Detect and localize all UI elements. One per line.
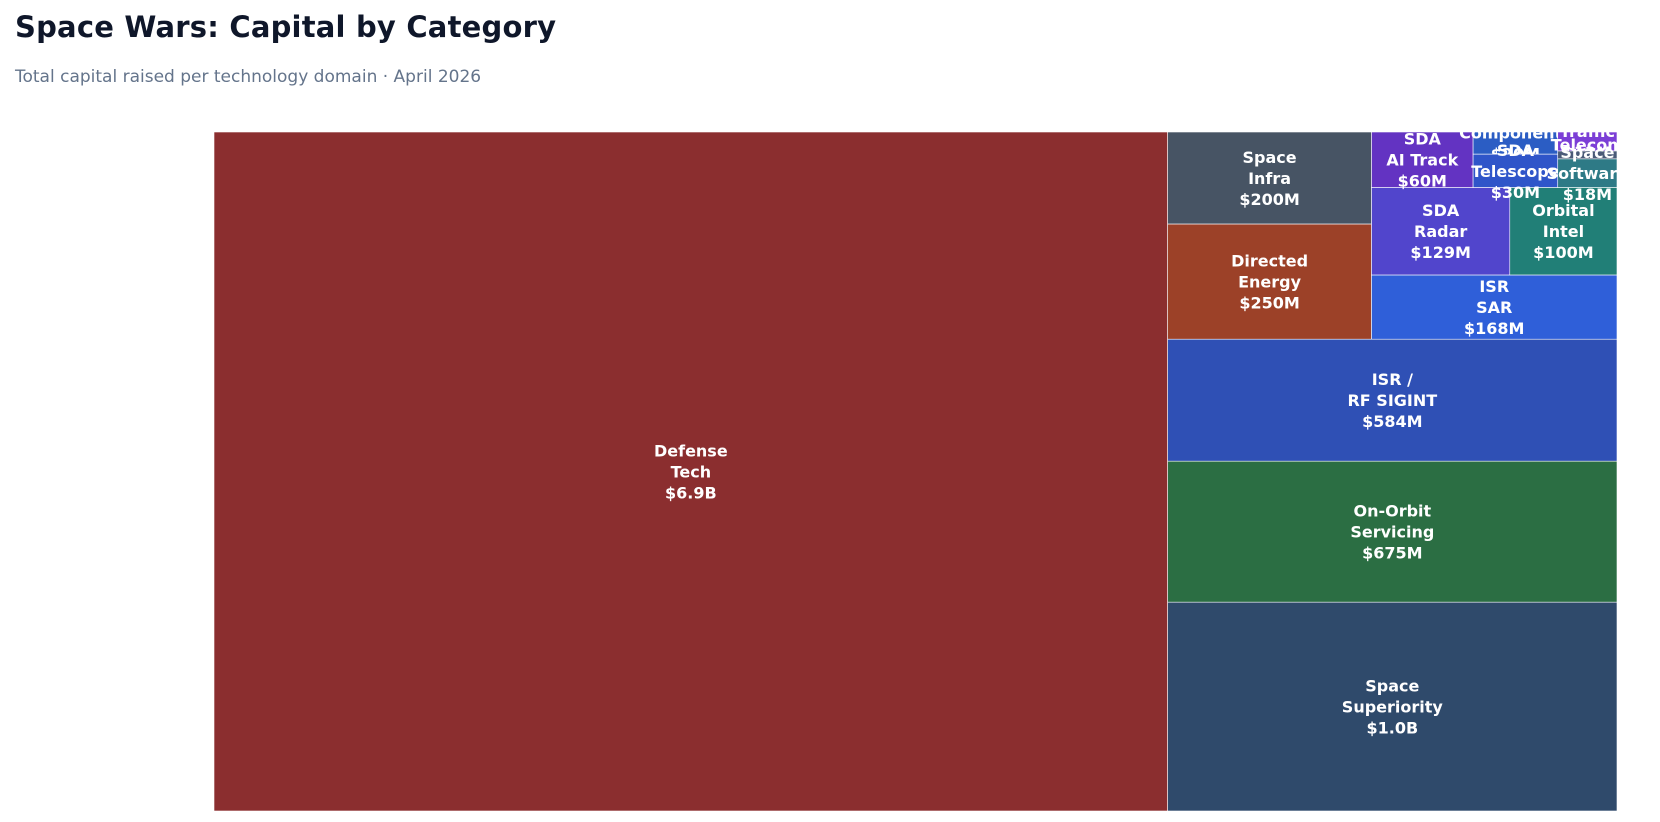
tile-label-on-orbit-servicing: On-Orbit Servicing $675M	[1350, 502, 1434, 563]
tile-label-line: Infra	[1248, 169, 1291, 188]
tile-label-line: $30M	[1491, 183, 1540, 202]
tile-label-line: Space	[1243, 148, 1297, 167]
tile-label-orbital-intel: Orbital Intel $100M	[1532, 201, 1594, 262]
tile-label-line: $60M	[1398, 172, 1447, 191]
tile-on-orbit-servicing: On-Orbit Servicing $675M	[1167, 460, 1618, 603]
tile-label-line: Telecom	[1551, 135, 1624, 154]
tile-space-infra: Space Infra $200M	[1167, 131, 1372, 225]
tile-isr-sar: ISR SAR $168M	[1371, 274, 1618, 340]
tile-label-line: Orbital	[1532, 201, 1594, 220]
tile-label-line: Traffic	[1560, 122, 1615, 141]
tile-label-line: $675M	[1362, 544, 1422, 563]
tile-label-line: Space	[1365, 677, 1419, 696]
tile-label-line: ISR	[1479, 277, 1509, 296]
tile-rect-sda-telescope	[1472, 153, 1559, 188]
tile-label-space-superiority: Space Superiority $1.0B	[1342, 677, 1444, 738]
tile-directed-energy: Directed Energy $250M	[1167, 223, 1372, 340]
tile-sda-telescope: SDA Telescope $30M	[1471, 141, 1559, 202]
chart-title: Space Wars: Capital by Category	[15, 10, 557, 44]
tile-label-line: SDA	[1497, 141, 1535, 160]
tile-label-line: $100M	[1533, 243, 1593, 262]
tile-label-line: SAR	[1476, 298, 1512, 317]
tile-label-line: $18M	[1563, 185, 1612, 204]
tile-label-line: Space	[1560, 143, 1614, 162]
tile-label-line: Servicing	[1350, 523, 1434, 542]
tile-rect-isr-rf-sigint	[1167, 338, 1618, 462]
tile-rect-space-infra	[1167, 131, 1372, 225]
tile-label-line: SDA	[1422, 201, 1460, 220]
tile-label-line: $584M	[1362, 412, 1422, 431]
tile-label-line: $200M	[1239, 190, 1299, 209]
tile-rect-orbital-intel	[1509, 187, 1618, 276]
tile-label-directed-energy: Directed Energy $250M	[1231, 252, 1308, 313]
tile-label-line: SDA	[1404, 130, 1442, 149]
tile-space-superiority: Space Superiority $1.0B	[1167, 601, 1618, 812]
tile-label-line: Directed	[1231, 252, 1308, 271]
tile-space-software: Space Software $18M	[1547, 143, 1629, 204]
tile-rect-space-software	[1557, 158, 1618, 188]
tile-label-sda-radar: SDA Radar $129M	[1410, 201, 1470, 262]
tile-label-line: Telescope	[1471, 162, 1559, 181]
tile-rect-defense-tech	[213, 131, 1168, 812]
tile-label-line: Radar	[1414, 222, 1467, 241]
tile-label-line: AI Track	[1386, 151, 1458, 170]
tile-label-defense-tech: Defense Tech $6.9B	[654, 442, 728, 503]
tile-orbital-intel: Orbital Intel $100M	[1509, 187, 1618, 276]
tile-label-space-software: Space Software $18M	[1547, 143, 1629, 204]
tile-label-line: Intel	[1543, 222, 1584, 241]
tile-label-line: On-Orbit	[1353, 502, 1431, 521]
tile-label-sda-ai-track: SDA AI Track $60M	[1386, 130, 1458, 191]
tile-defense-tech: Defense Tech $6.9B	[213, 131, 1168, 812]
tile-rect-sda-radar	[1371, 187, 1511, 276]
tile-label-line: Defense	[654, 442, 728, 461]
tile-label-line: $6.9B	[665, 484, 717, 503]
tile-label-line: Software	[1547, 164, 1629, 183]
tile-rect-space-superiority	[1167, 601, 1618, 812]
tile-label-line: Components	[1459, 124, 1572, 143]
tile-label-line: Superiority	[1342, 698, 1444, 717]
tile-label-line: $168M	[1464, 319, 1524, 338]
tile-sda-ai-track: SDA AI Track $60M	[1371, 130, 1474, 191]
tile-rect-sda-ai-track	[1371, 131, 1474, 188]
tile-label-line: $1.0B	[1366, 719, 1418, 738]
tile-label-space-infra: Space Infra $200M	[1239, 148, 1299, 209]
tile-label-isr-rf-sigint: ISR / RF SIGINT $584M	[1347, 370, 1437, 431]
tile-label-line: Energy	[1238, 273, 1302, 292]
tile-label-line: $129M	[1410, 243, 1470, 262]
chart-subtitle: Total capital raised per technology doma…	[15, 67, 482, 87]
tile-label-line: RF SIGINT	[1347, 391, 1437, 410]
tile-sda-radar: SDA Radar $129M	[1371, 187, 1511, 276]
tile-label-line: ISR /	[1372, 370, 1413, 389]
tile-rect-on-orbit-servicing	[1167, 460, 1618, 603]
tile-label-line: $250M	[1239, 294, 1299, 313]
tile-label-isr-sar: ISR SAR $168M	[1464, 277, 1524, 338]
tile-label-sda-telescope: SDA Telescope $30M	[1471, 141, 1559, 202]
tile-isr-rf-sigint: ISR / RF SIGINT $584M	[1167, 338, 1618, 462]
tile-rect-directed-energy	[1167, 223, 1372, 340]
tile-label-line: Tech	[671, 463, 712, 482]
